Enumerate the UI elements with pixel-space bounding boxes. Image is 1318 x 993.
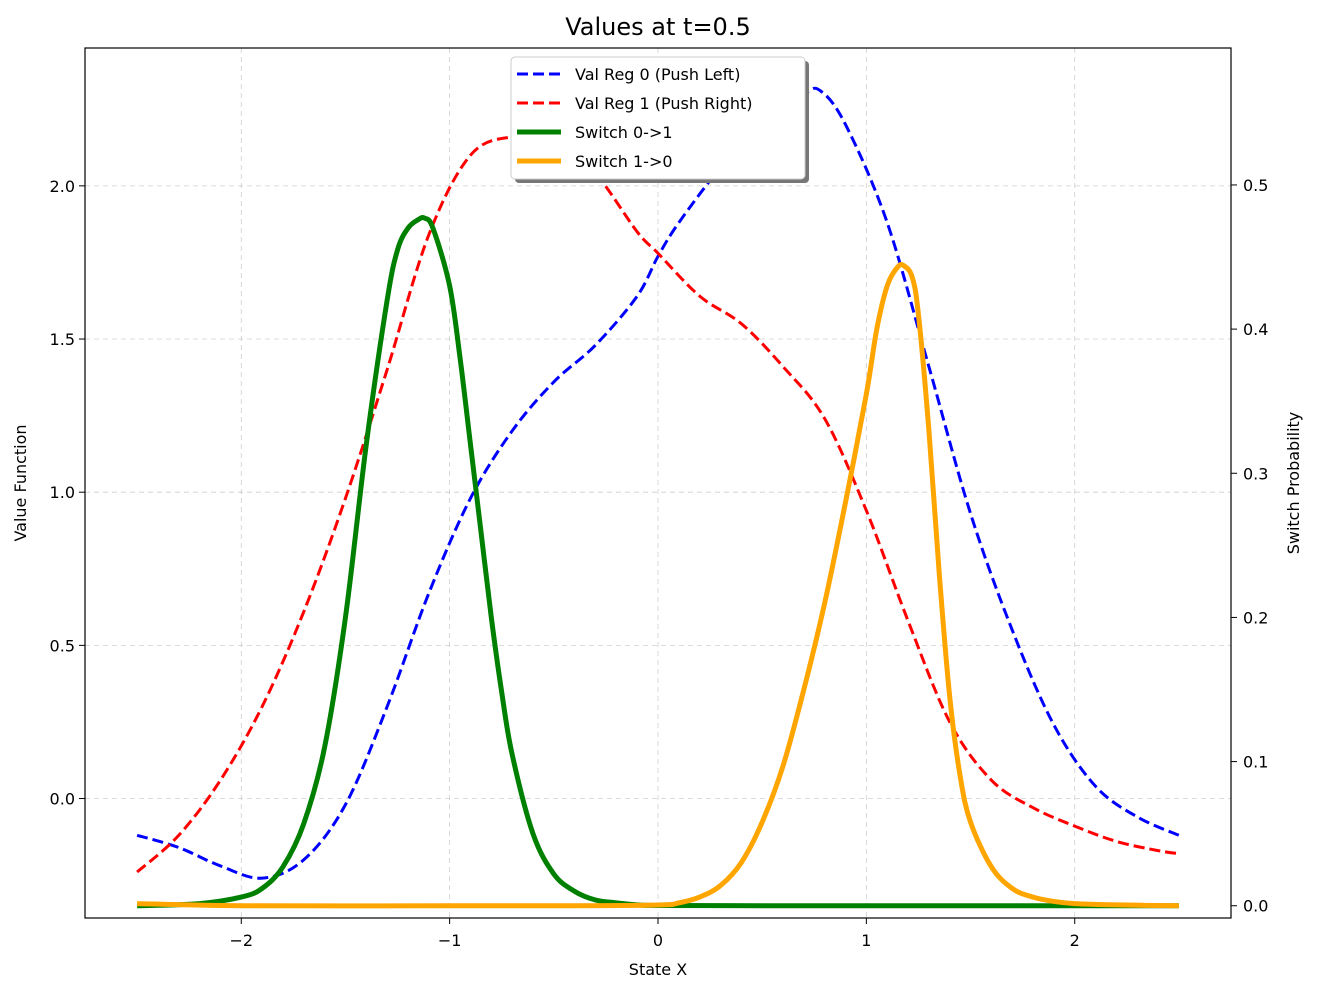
- series-line-val-reg-1-push-right: [136, 133, 1180, 874]
- x-tick-label: −2: [229, 931, 253, 950]
- legend-box: [510, 56, 806, 180]
- grid: [85, 48, 1231, 918]
- legend-label-val-reg-0-push-left: Val Reg 0 (Push Left): [575, 65, 740, 84]
- x-tick-label: 1: [861, 931, 871, 950]
- y2-tick-label: 0.2: [1243, 608, 1268, 627]
- y-tick-label: 1.0: [50, 483, 75, 502]
- x-tick-label: 2: [1070, 931, 1080, 950]
- y2-tick-label: 0.0: [1243, 897, 1268, 916]
- y-tick-label: 0.5: [50, 636, 75, 655]
- legend: Val Reg 0 (Push Left) Val Reg 1 (Push Rig…: [510, 56, 809, 183]
- series-line-switch-1-0: [137, 262, 1179, 909]
- series-line-val-reg-0-push-left: [136, 86, 1180, 880]
- series-layer: [136, 86, 1180, 909]
- y2-tick-label: 0.5: [1243, 176, 1268, 195]
- y-tick-label: 1.5: [50, 330, 75, 349]
- x-tick-label: 0: [653, 931, 663, 950]
- x-axis-label: State X: [629, 960, 687, 979]
- legend-label-switch-0-1: Switch 0->1: [575, 123, 673, 142]
- y-axis-label: Value Function: [11, 424, 30, 541]
- legend-label-switch-1-0: Switch 1->0: [575, 152, 673, 171]
- y-tick-label: 2.0: [50, 177, 75, 196]
- chart-title: Values at t=0.5: [565, 13, 750, 41]
- y2-axis-label: Switch Probability: [1284, 412, 1303, 555]
- y2-tick-label: 0.1: [1243, 753, 1268, 772]
- y-tick-label: 0.0: [50, 790, 75, 809]
- y2-tick-label: 0.3: [1243, 464, 1268, 483]
- legend-label-val-reg-1-push-right: Val Reg 1 (Push Right): [575, 94, 752, 113]
- ticks: −2 −1 0 1 2 0.0 0.5 1.0 1.5 2.0 0.0 0.1 0.2 0.3 0.4 0.5: [50, 176, 1269, 950]
- y2-tick-label: 0.4: [1243, 320, 1268, 339]
- x-tick-label: −1: [438, 931, 462, 950]
